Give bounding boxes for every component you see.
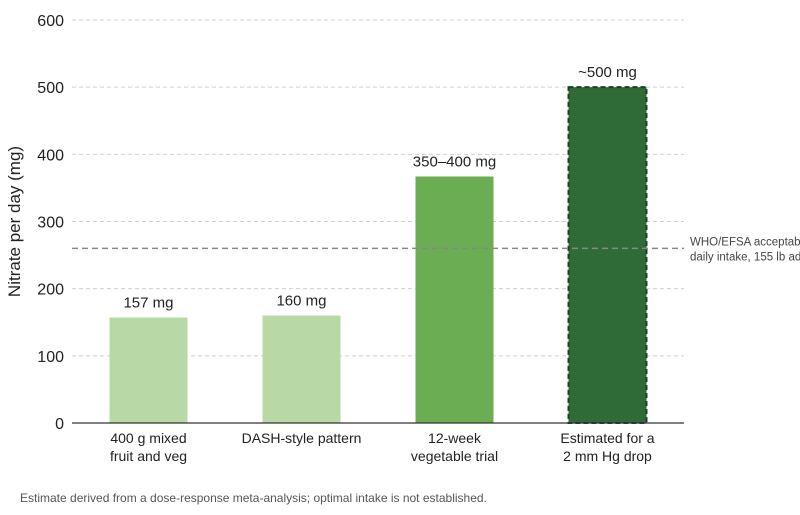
data-label: 157 mg [123,295,173,312]
y-tick-label: 600 [37,13,64,30]
reference-line-label: daily intake, 155 lb adult [690,251,800,263]
y-tick-label: 400 [37,147,64,164]
bar [109,317,188,423]
x-tick-label: 2 mm Hg drop [563,448,652,464]
data-label: ~500 mg [578,64,637,81]
footnote: Estimate derived from a dose-response me… [20,491,487,505]
bar [415,176,494,423]
y-axis-label: Nitrate per day (mg) [5,146,24,297]
x-tick-label: Estimated for a [560,430,654,446]
x-tick-label: 12-week [428,430,482,446]
x-tick-label: DASH-style pattern [242,430,362,446]
reference-line-label: WHO/EFSA acceptable [690,236,800,248]
bar [567,86,648,425]
y-tick-label: 500 [37,80,64,97]
y-tick-label: 300 [37,215,64,232]
data-label: 160 mg [276,293,326,310]
nitrate-bar-chart: 0 100 200 300 400 500 600 Nitrate per day (mg) 1… [5,13,800,464]
y-tick-label: 0 [55,416,64,433]
x-tick-label: 400 g mixed [110,430,186,446]
bar [262,315,341,423]
data-label: 350–400 mg [413,153,496,170]
x-tick-label: vegetable trial [411,448,498,464]
y-tick-label: 200 [37,282,64,299]
chart: 0 100 200 300 400 500 600 Nitrate per day (mg) 1… [5,13,800,464]
x-tick-label: fruit and veg [110,448,187,464]
y-tick-label: 100 [37,349,64,366]
